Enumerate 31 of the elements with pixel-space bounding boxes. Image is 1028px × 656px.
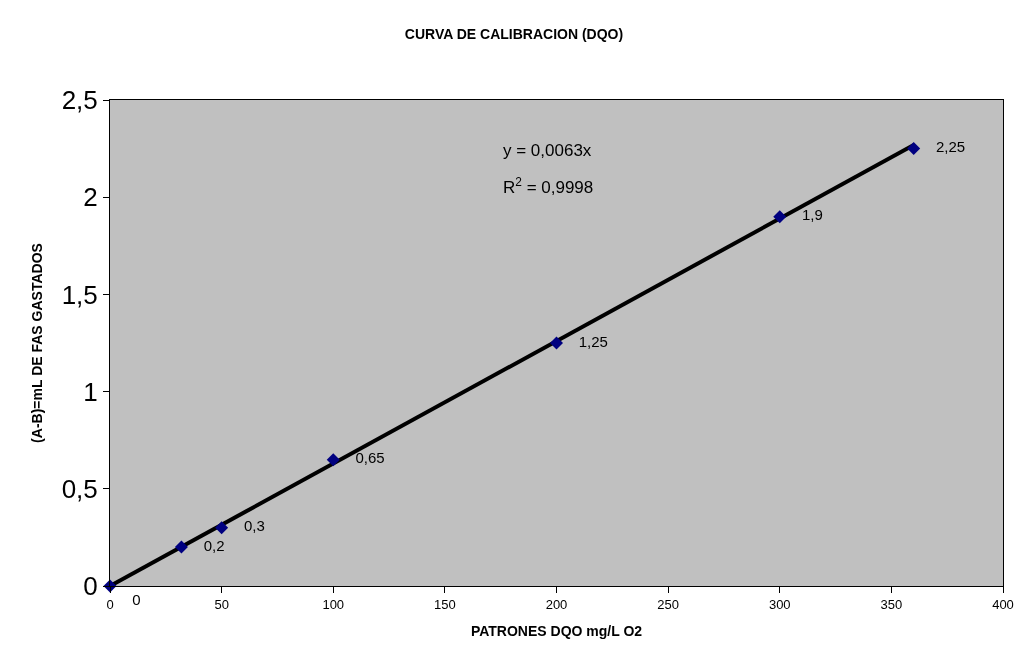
- data-label: 0,3: [228, 517, 265, 535]
- x-tick-label: 200: [545, 596, 568, 612]
- x-axis-title: PATRONES DQO mg/L O2: [470, 622, 643, 639]
- point: [907, 142, 921, 156]
- x-tick-label: 400: [992, 596, 1014, 612]
- point: [326, 453, 340, 467]
- y-tick-label: 1,5: [61, 279, 98, 310]
- x-tick-label: 250: [657, 596, 679, 612]
- x-tick-label: 0: [106, 596, 114, 612]
- data-label: 1,25: [563, 332, 608, 350]
- data-label: 2,25: [920, 138, 966, 156]
- x-tick-label: 100: [322, 596, 345, 612]
- point: [215, 521, 229, 535]
- x-tick-label: 300: [768, 596, 791, 612]
- y-tick-label: 2: [83, 182, 98, 213]
- y-axis-title: (A-B)=mL DE FAS GASTADOS: [29, 243, 46, 443]
- annotation: y = 0,0063x: [503, 141, 592, 160]
- y-tick-label: 1: [83, 376, 98, 407]
- x-tick-label: 150: [434, 596, 456, 612]
- annotation: R$^{2}$ = 0,9998: [503, 175, 594, 198]
- point: [174, 540, 188, 554]
- data-label: 0,2: [188, 536, 225, 554]
- data-label: 1,9: [787, 206, 823, 224]
- y-tick-label: 2,5: [61, 85, 98, 116]
- x-tick-label: 350: [880, 596, 903, 612]
- y-tick-label: 0,5: [61, 473, 98, 504]
- data-label: 0,65: [340, 449, 385, 467]
- chart-title: CURVA DE CALIBRACION (DQO): [404, 26, 624, 43]
- x-tick-label: 50: [214, 596, 229, 612]
- point: [550, 336, 563, 350]
- point: [773, 210, 787, 224]
